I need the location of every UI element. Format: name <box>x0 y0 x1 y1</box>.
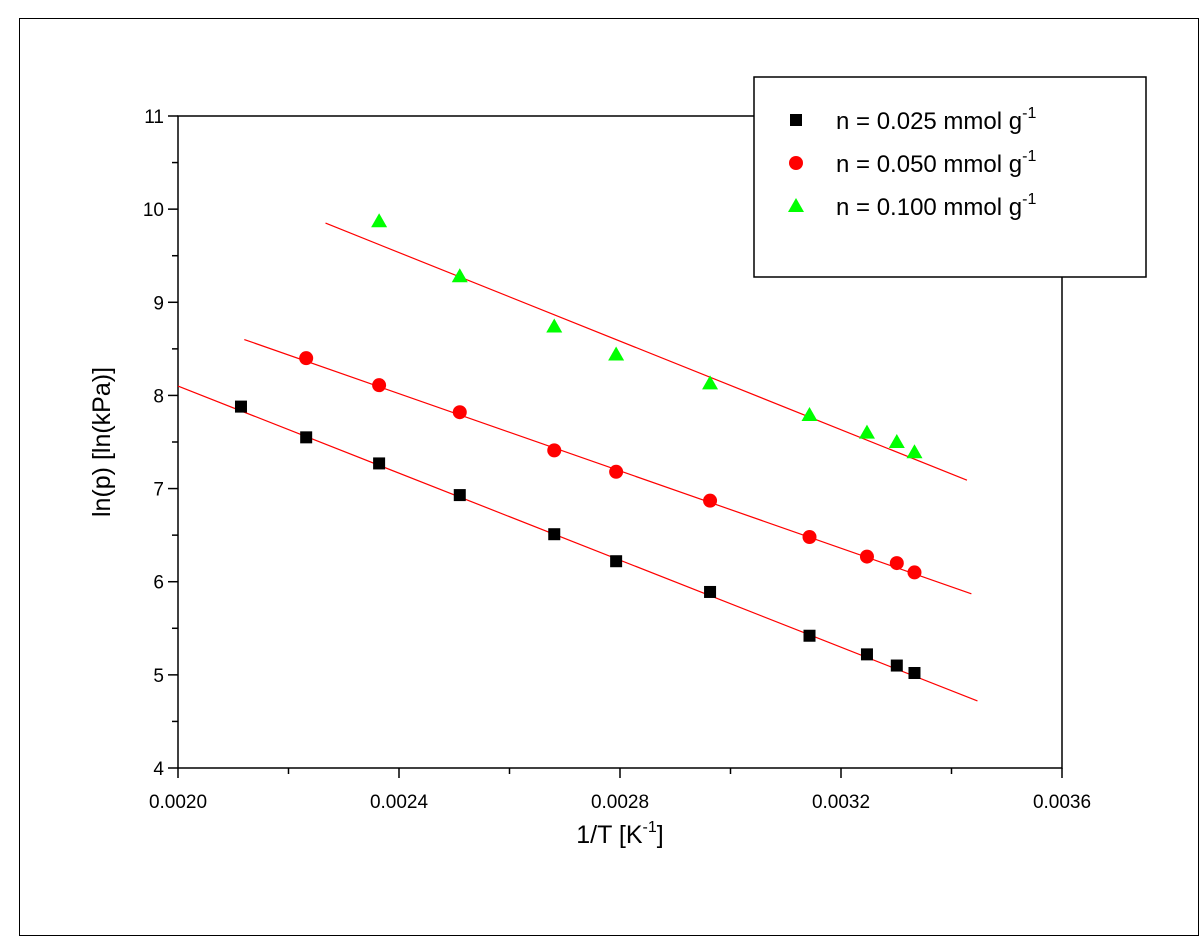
data-point-square <box>860 648 873 661</box>
x-tick-label: 0.0032 <box>812 792 870 813</box>
x-tick-label: 0.0028 <box>591 792 649 813</box>
x-tick-label: 0.0036 <box>1033 792 1091 813</box>
data-point-triangle <box>801 406 818 421</box>
data-point-square <box>234 400 247 413</box>
fit-lines <box>177 222 978 702</box>
data-point-circle <box>859 549 874 564</box>
fit-line <box>244 338 972 595</box>
data-point-circle <box>907 565 922 580</box>
data-point-circle <box>802 530 817 545</box>
data-point-square <box>548 528 561 541</box>
legend-items: n = 0.025 mmol g-1 n = 0.050 mmol g-1 n = … <box>788 105 1036 221</box>
plot-frame <box>19 18 1199 936</box>
y-tick-label: 10 <box>143 200 164 221</box>
axis-ticks: 0.0020 0.0024 0.0028 0.0032 0.0036 4 5 6 7 8 9 10 11 <box>143 107 1091 813</box>
data-point-triangle <box>888 434 905 448</box>
data-point-triangle <box>371 213 388 228</box>
data-point-square <box>300 431 313 444</box>
data-point-triangle <box>702 375 719 390</box>
y-tick-label: 6 <box>153 573 164 594</box>
data-point-triangle <box>608 346 625 361</box>
data-point-circle <box>609 464 624 479</box>
legend-label: n = 0.025 mmol g-1 <box>836 105 1036 135</box>
data-points <box>234 213 923 679</box>
data-point-circle <box>299 351 314 366</box>
legend-marker-square <box>790 114 802 126</box>
y-tick-label: 7 <box>153 480 164 501</box>
y-tick-label: 5 <box>153 666 164 687</box>
data-point-square <box>803 629 816 642</box>
x-tick-label: 0.0024 <box>370 792 429 813</box>
legend-marker-circle <box>789 156 803 170</box>
legend: n = 0.025 mmol g-1 n = 0.050 mmol g-1 n = … <box>753 76 1147 278</box>
data-point-square <box>908 666 921 679</box>
y-tick-label: 9 <box>153 293 164 314</box>
legend-marker-triangle <box>788 198 804 212</box>
legend-label: n = 0.100 mmol g-1 <box>836 191 1036 221</box>
data-point-square <box>704 585 717 598</box>
data-point-square <box>890 659 903 672</box>
legend-box <box>753 76 1147 278</box>
data-point-circle <box>452 405 467 420</box>
y-tick-label: 8 <box>153 386 164 407</box>
x-axis-title: 1/T [K-1] <box>576 819 663 849</box>
data-point-triangle <box>451 268 468 283</box>
x-tick-label: 0.0020 <box>149 792 207 813</box>
y-tick-label: 11 <box>144 107 164 128</box>
y-tick-label: 4 <box>153 759 164 780</box>
data-point-triangle <box>546 318 563 333</box>
data-point-square <box>610 555 623 568</box>
y-axis-title: ln(p) [ln(kPa)] <box>88 367 116 517</box>
data-point-triangle <box>858 424 875 439</box>
data-point-square <box>373 457 386 470</box>
data-point-circle <box>703 493 718 508</box>
data-point-circle <box>547 443 562 458</box>
legend-label: n = 0.050 mmol g-1 <box>836 148 1036 178</box>
fit-line <box>177 385 978 702</box>
data-point-square <box>453 489 466 502</box>
data-point-circle <box>372 378 387 393</box>
data-point-circle <box>889 556 904 571</box>
data-point-triangle <box>906 444 923 459</box>
